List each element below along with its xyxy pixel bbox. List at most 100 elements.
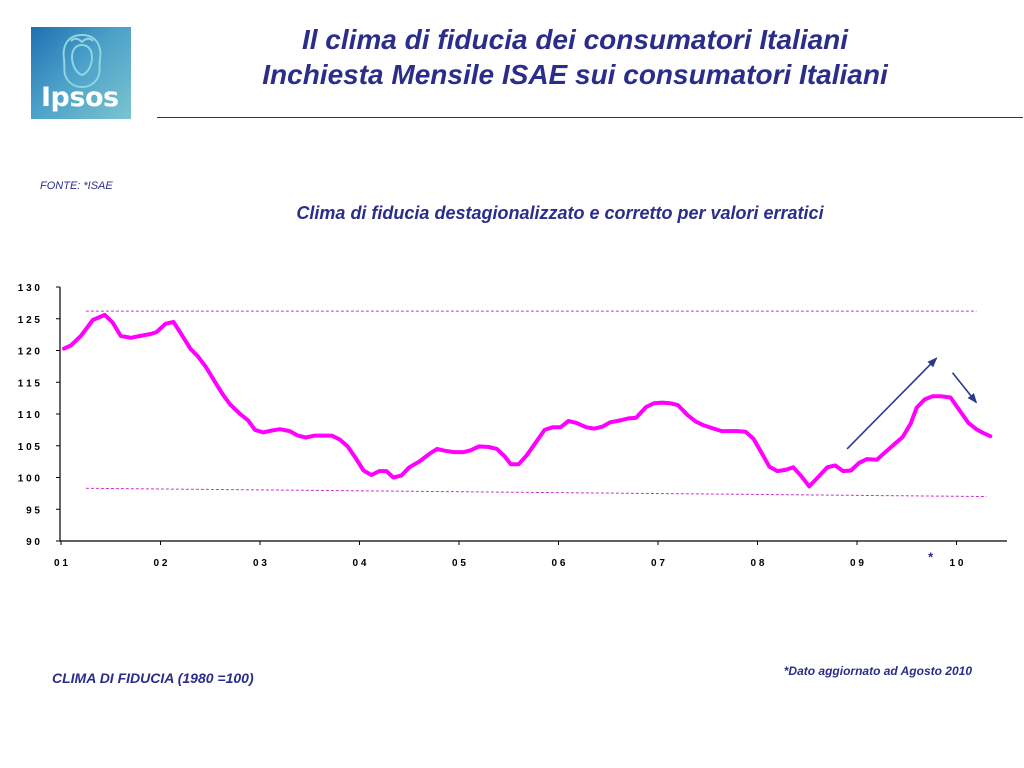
data-point	[436, 448, 438, 450]
data-point	[669, 402, 671, 404]
x-tick-label: 1 0	[950, 558, 964, 569]
y-tick-label: 1 0 5	[18, 442, 41, 453]
data-point	[400, 475, 402, 477]
data-point	[713, 428, 715, 430]
y-tick-label: 1 3 0	[18, 283, 41, 294]
data-point	[784, 469, 786, 471]
data-point	[940, 395, 942, 397]
data-point	[729, 430, 731, 432]
data-point	[297, 435, 299, 437]
data-point	[510, 463, 512, 465]
data-point	[826, 466, 828, 468]
data-point	[876, 459, 878, 461]
data-point	[645, 406, 647, 408]
data-point	[518, 463, 520, 465]
data-point	[609, 421, 611, 423]
data-point	[488, 446, 490, 448]
data-point	[355, 457, 356, 459]
data-point	[975, 428, 977, 430]
data-point	[70, 344, 72, 346]
y-tick-label: 1 1 0	[18, 410, 41, 421]
trend-arrow	[951, 372, 978, 404]
data-point	[653, 402, 655, 404]
data-point	[745, 431, 747, 433]
ipsos-logo: Ipsos	[31, 27, 131, 119]
data-point	[392, 477, 394, 478]
data-point	[120, 335, 122, 337]
data-point	[197, 356, 199, 358]
data-point	[214, 381, 216, 383]
data-point	[575, 422, 577, 424]
data-point	[262, 431, 264, 433]
data-point	[205, 367, 207, 369]
data-point	[858, 462, 860, 464]
data-point	[800, 475, 802, 477]
data-point	[254, 429, 256, 431]
x-tick-label: 0 6	[552, 558, 566, 569]
data-point	[842, 470, 844, 472]
data-point	[92, 319, 94, 321]
data-point	[894, 443, 896, 445]
data-point	[222, 394, 224, 396]
data-point	[378, 470, 380, 472]
data-point	[363, 470, 364, 471]
data-point	[130, 337, 132, 339]
data-point	[687, 414, 689, 416]
data-point	[910, 423, 912, 424]
data-point	[601, 426, 603, 428]
x-tick-label: 0 3	[253, 558, 267, 569]
asterisk-marker: *	[928, 550, 934, 565]
data-point	[526, 454, 528, 456]
y-tick-label: 9 0	[26, 537, 40, 548]
data-point	[444, 450, 446, 452]
data-point	[189, 348, 191, 350]
data-point	[866, 458, 868, 460]
data-point	[339, 438, 341, 440]
chart-title: Clima di fiducia destagionalizzato e cor…	[296, 203, 824, 223]
data-point	[496, 448, 498, 450]
data-point	[305, 437, 307, 438]
data-point	[504, 456, 506, 457]
data-point	[967, 422, 969, 424]
data-point	[737, 430, 739, 432]
data-point	[323, 435, 325, 437]
x-tick-label: 0 8	[751, 558, 765, 569]
x-tick-label: 0 9	[850, 558, 864, 569]
logo-face-icon	[62, 33, 102, 89]
index-base-note: CLIMA DI FIDUCIA (1980 =100)	[52, 670, 254, 686]
data-point	[165, 323, 166, 325]
data-point	[560, 426, 561, 428]
data-point	[229, 404, 231, 405]
data-point	[695, 421, 697, 423]
data-point	[428, 453, 430, 455]
data-point	[627, 417, 629, 419]
y-tick-label: 1 0 0	[18, 474, 41, 485]
x-tick-label: 0 2	[154, 558, 168, 569]
reference-line	[85, 487, 987, 498]
data-point	[850, 470, 852, 471]
data-point	[776, 470, 778, 472]
data-point	[886, 450, 888, 452]
data-point	[453, 451, 455, 453]
data-point	[370, 474, 372, 476]
data-point	[552, 426, 553, 428]
data-point	[179, 332, 181, 334]
data-point	[104, 314, 106, 316]
data-point	[932, 395, 934, 397]
data-point	[661, 402, 663, 404]
page-subtitle: Inchiesta Mensile ISAE sui consumatori I…	[262, 59, 888, 90]
data-point	[808, 485, 810, 487]
data-point	[140, 335, 142, 337]
data-point	[279, 428, 281, 430]
data-point	[156, 331, 157, 333]
data-point	[834, 464, 836, 466]
data-point	[761, 452, 762, 454]
logo-text: Ipsos	[41, 82, 119, 113]
data-point	[619, 419, 621, 421]
data-point	[989, 435, 991, 437]
data-point	[470, 449, 472, 451]
data-point	[172, 321, 174, 323]
y-tick-label: 9 5	[26, 505, 40, 516]
data-point	[753, 438, 754, 440]
data-point	[463, 451, 465, 453]
